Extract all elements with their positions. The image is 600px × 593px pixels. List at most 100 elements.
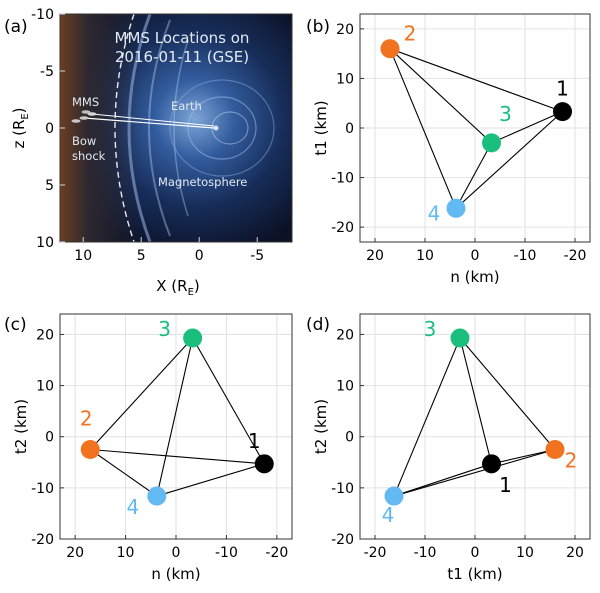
y-tick-label: 20	[336, 22, 354, 38]
spacecraft-label-2: 2	[404, 22, 417, 46]
annotation-bow-shock-2: shock	[72, 149, 106, 163]
y-tick-label: -10	[31, 481, 54, 497]
panel-a-xtick-label: 10	[74, 248, 92, 264]
spacecraft-point-2	[545, 440, 565, 460]
panel-a-xtick-label: 0	[195, 248, 204, 264]
panel-a-ytick-label: -10	[31, 7, 54, 23]
x-tick-label: -10	[414, 545, 437, 561]
annotation-magnetosphere: Magnetosphere	[158, 175, 247, 189]
x-tick-label: 20	[366, 248, 384, 264]
panel-d: (d) -20 -10 0 10 20 20 10 0 -10 -20 t1 (km) t2 (km)…	[306, 313, 591, 583]
tetrahedron-edge-2-4	[389, 48, 457, 209]
tetrahedron-edge-3-4	[156, 337, 194, 497]
tetrahedron-edge-3-4	[393, 337, 461, 497]
tetrahedron-edge-1-2	[90, 448, 265, 465]
y-tick-label: -20	[331, 220, 354, 236]
panel-label-c: (c)	[4, 315, 27, 335]
image-title-line1: MMS Locations on	[115, 29, 250, 47]
spacecraft-label-3: 3	[158, 317, 171, 341]
panel-a-xtick-label: 5	[137, 248, 146, 264]
y-axis-label: t2 (km)	[312, 399, 330, 454]
y-tick-label: -10	[331, 171, 354, 187]
plot-frame	[359, 13, 591, 243]
y-tick-label: 0	[345, 121, 354, 137]
x-axis-label: t1 (km)	[447, 565, 502, 583]
spacecraft-label-1: 1	[248, 429, 261, 453]
spacecraft-point-4	[446, 198, 466, 218]
y-tick-label: 10	[36, 379, 54, 395]
x-tick-label: 20	[566, 545, 584, 561]
spacecraft-point-2	[80, 440, 100, 460]
y-tick-label: 10	[336, 379, 354, 395]
panel-a-ytick-label: 0	[45, 121, 54, 137]
x-tick-label: 10	[416, 248, 434, 264]
panel-a-y-axis: -10 -5 0 5 10	[31, 7, 65, 251]
panel-a-ytick-label: 10	[36, 235, 54, 251]
spacecraft-point-3	[183, 328, 203, 348]
x-tick-label: 10	[117, 545, 135, 561]
tetrahedron-edge-1-4	[393, 463, 492, 497]
y-axis-label: t2 (km)	[12, 399, 30, 454]
tetrahedron-edge-2-3	[89, 337, 194, 450]
x-tick-label: 0	[471, 248, 480, 264]
spacecraft-point-4	[384, 486, 404, 506]
spacecraft-label-2: 2	[80, 407, 93, 431]
panel-label-b: (b)	[306, 17, 330, 37]
x-tick-label: 0	[172, 545, 181, 561]
tetrahedron-edge-1-2	[491, 448, 556, 465]
x-tick-label: -10	[514, 248, 537, 264]
magnetosphere-image	[60, 14, 292, 242]
spacecraft-point-3	[450, 328, 470, 348]
tetrahedron-edge-1-3	[491, 111, 563, 144]
tetrahedron-edge-1-4	[156, 463, 265, 497]
panel-a-ylabel: z (RE)	[10, 107, 31, 148]
panel-a-x-axis: 10 5 0 -5	[74, 237, 264, 264]
x-tick-label: -20	[564, 248, 587, 264]
y-tick-label: -20	[331, 532, 354, 548]
y-tick-label: -20	[31, 532, 54, 548]
spacecraft-label-3: 3	[499, 102, 512, 126]
x-axis-label: n (km)	[450, 268, 499, 286]
y-tick-label: 20	[336, 327, 354, 343]
spacecraft-label-4: 4	[428, 201, 441, 225]
x-tick-label: -20	[265, 545, 288, 561]
panel-a: (a) MMS Locations on 2016-01-11 (GSE) M	[4, 7, 293, 298]
y-tick-label: -10	[331, 481, 354, 497]
plot-frame	[59, 313, 293, 540]
panel-a-ytick-label: 5	[45, 178, 54, 194]
tetrahedron-edge-2-3	[459, 337, 556, 450]
x-axis-label: n (km)	[151, 565, 200, 583]
panel-a-ytick-label: -5	[40, 64, 54, 80]
spacecraft-point-1	[254, 454, 274, 474]
tetrahedron-edge-1-3	[459, 337, 493, 464]
panel-b: (b) 20 10 0 -10 -20 20 10 0 -10 -20 n (km) t1 (km) 1…	[306, 13, 591, 286]
x-tick-label: -10	[215, 545, 238, 561]
tetrahedron-edge-1-3	[192, 337, 265, 465]
y-tick-label: 10	[336, 71, 354, 87]
x-tick-label: -20	[364, 545, 387, 561]
y-axis-label: t1 (km)	[312, 100, 330, 155]
tetrahedron-edge-1-2	[389, 48, 563, 113]
spacecraft-point-1	[553, 102, 572, 122]
tetrahedron-edge-2-4	[393, 448, 556, 497]
panel-label-a: (a)	[4, 17, 28, 37]
tetrahedron-edge-1-4	[455, 111, 563, 209]
y-tick-label: 20	[36, 327, 54, 343]
spacecraft-label-1: 1	[556, 77, 569, 101]
panel-c: (c) 20 10 0 -10 -20 20 10 0 -10 -20 n (km) t2 (km) 1…	[4, 313, 293, 583]
spacecraft-point-3	[482, 133, 501, 153]
panel-label-d: (d)	[306, 315, 330, 335]
annotation-earth: Earth	[171, 99, 202, 113]
x-tick-label: 0	[471, 545, 480, 561]
image-title-line2: 2016-01-11 (GSE)	[115, 48, 249, 66]
tetrahedron-edge-2-3	[389, 48, 492, 144]
spacecraft-label-4: 4	[382, 503, 395, 527]
x-tick-label: 20	[66, 545, 84, 561]
x-tick-label: 10	[516, 545, 534, 561]
mms-spacecraft-icon	[71, 110, 97, 123]
panel-a-xlabel: X (RE)	[156, 277, 200, 298]
annotation-bow-shock-1: Bow	[72, 134, 96, 148]
spacecraft-label-2: 2	[565, 449, 578, 473]
tetrahedron-edge-2-4	[89, 449, 158, 497]
